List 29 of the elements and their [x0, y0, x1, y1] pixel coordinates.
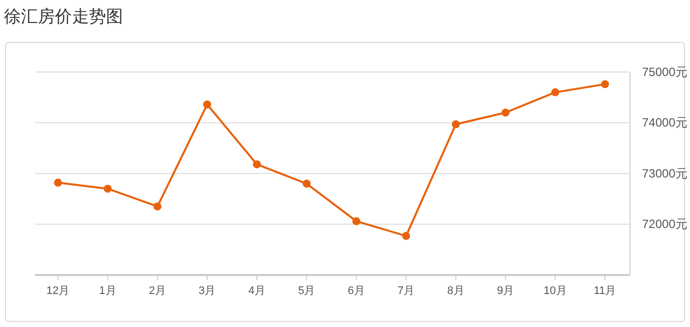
x-tick-label: 2月 — [148, 284, 166, 297]
y-tick-label: 74000元 — [642, 116, 688, 130]
x-tick-label: 6月 — [348, 284, 365, 297]
x-tick-label: 9月 — [496, 284, 514, 297]
x-tick-label: 12月 — [46, 284, 70, 297]
point — [302, 180, 311, 188]
point — [153, 202, 162, 210]
y-tick-label: 72000元 — [642, 217, 688, 232]
x-tick-label: 1月 — [99, 284, 116, 297]
point — [54, 178, 62, 187]
x-tick-label: 7月 — [398, 284, 415, 297]
x-tick-label: 5月 — [298, 284, 316, 297]
chart-title: 徐汇房价走势图 — [4, 7, 123, 27]
y-tick-label: 73000元 — [642, 166, 688, 180]
x-tick-label: 3月 — [198, 284, 216, 297]
point — [452, 120, 460, 128]
point — [402, 232, 410, 240]
x-tick-label: 4月 — [248, 284, 266, 297]
point — [252, 160, 261, 168]
x-tick-label: 10月 — [544, 284, 567, 297]
point — [502, 108, 510, 117]
point — [203, 100, 212, 108]
point — [352, 217, 360, 226]
point — [601, 80, 609, 88]
y-tick-label: 75000元 — [642, 64, 688, 79]
x-tick-label: 8月 — [447, 284, 464, 297]
point — [551, 88, 560, 96]
point — [104, 184, 112, 193]
x-tick-label: 11月 — [594, 284, 616, 297]
